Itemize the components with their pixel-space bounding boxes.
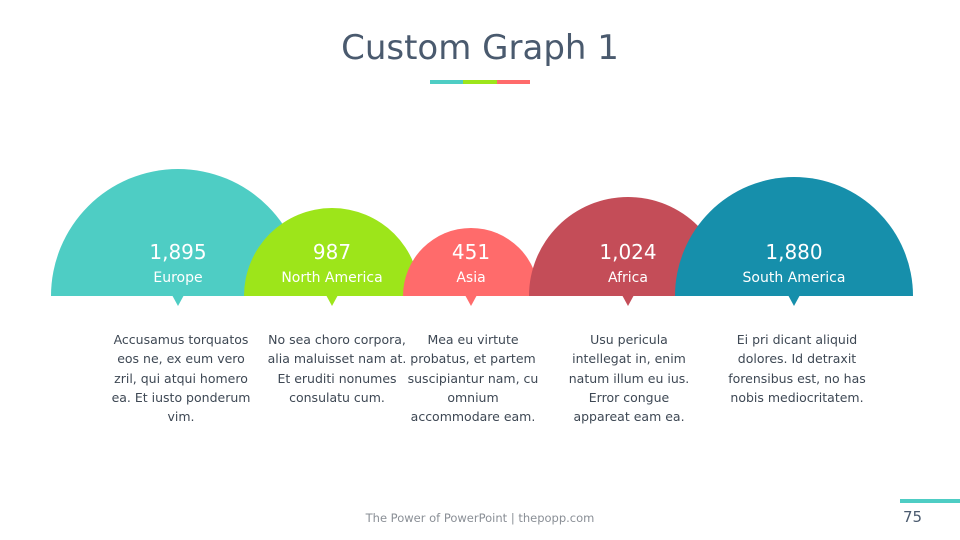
value-label-north-america: 987 [313, 240, 351, 264]
value-label-asia: 451 [452, 240, 490, 264]
page-number: 75 [903, 508, 923, 526]
pointer-south-america [788, 295, 800, 306]
semicircle-south-america [675, 177, 913, 296]
pointer-asia [465, 295, 477, 306]
description-europe: Accusamus torquatos eos ne, ex eum vero … [111, 332, 251, 425]
category-label-south-america: South America [743, 270, 846, 286]
pointer-north-america [326, 295, 338, 306]
slide-title: Custom Graph 1 [341, 28, 619, 68]
description-north-america: No sea choro corpora, alia maluisset nam… [267, 332, 407, 405]
footer-accent-line [900, 499, 960, 503]
semicircle-north-america [244, 208, 420, 296]
value-label-africa: 1,024 [599, 240, 656, 264]
value-label-south-america: 1,880 [765, 240, 822, 264]
underline-green [463, 80, 497, 84]
semicircle-asia [403, 228, 539, 296]
category-label-europe: Europe [153, 270, 202, 286]
footer-text: The Power of PowerPoint | thepopp.com [365, 511, 595, 525]
pointer-europe [172, 295, 184, 306]
title-underline [430, 80, 530, 84]
category-label-north-america: North America [281, 270, 382, 286]
underline-salmon [496, 80, 530, 84]
category-label-africa: Africa [608, 270, 648, 286]
description-south-america: Ei pri dicant aliquid dolores. Id detrax… [728, 332, 866, 405]
description-asia: Mea eu virtute probatus, et partem susci… [407, 332, 539, 425]
category-label-asia: Asia [456, 270, 485, 286]
underline-teal [430, 80, 464, 84]
value-label-europe: 1,895 [149, 240, 206, 264]
description-africa: Usu pericula intellegat in, enim natum i… [568, 332, 690, 425]
semicircle-europe [51, 169, 305, 296]
semicircle-africa [529, 197, 727, 296]
pointer-africa [622, 295, 634, 306]
